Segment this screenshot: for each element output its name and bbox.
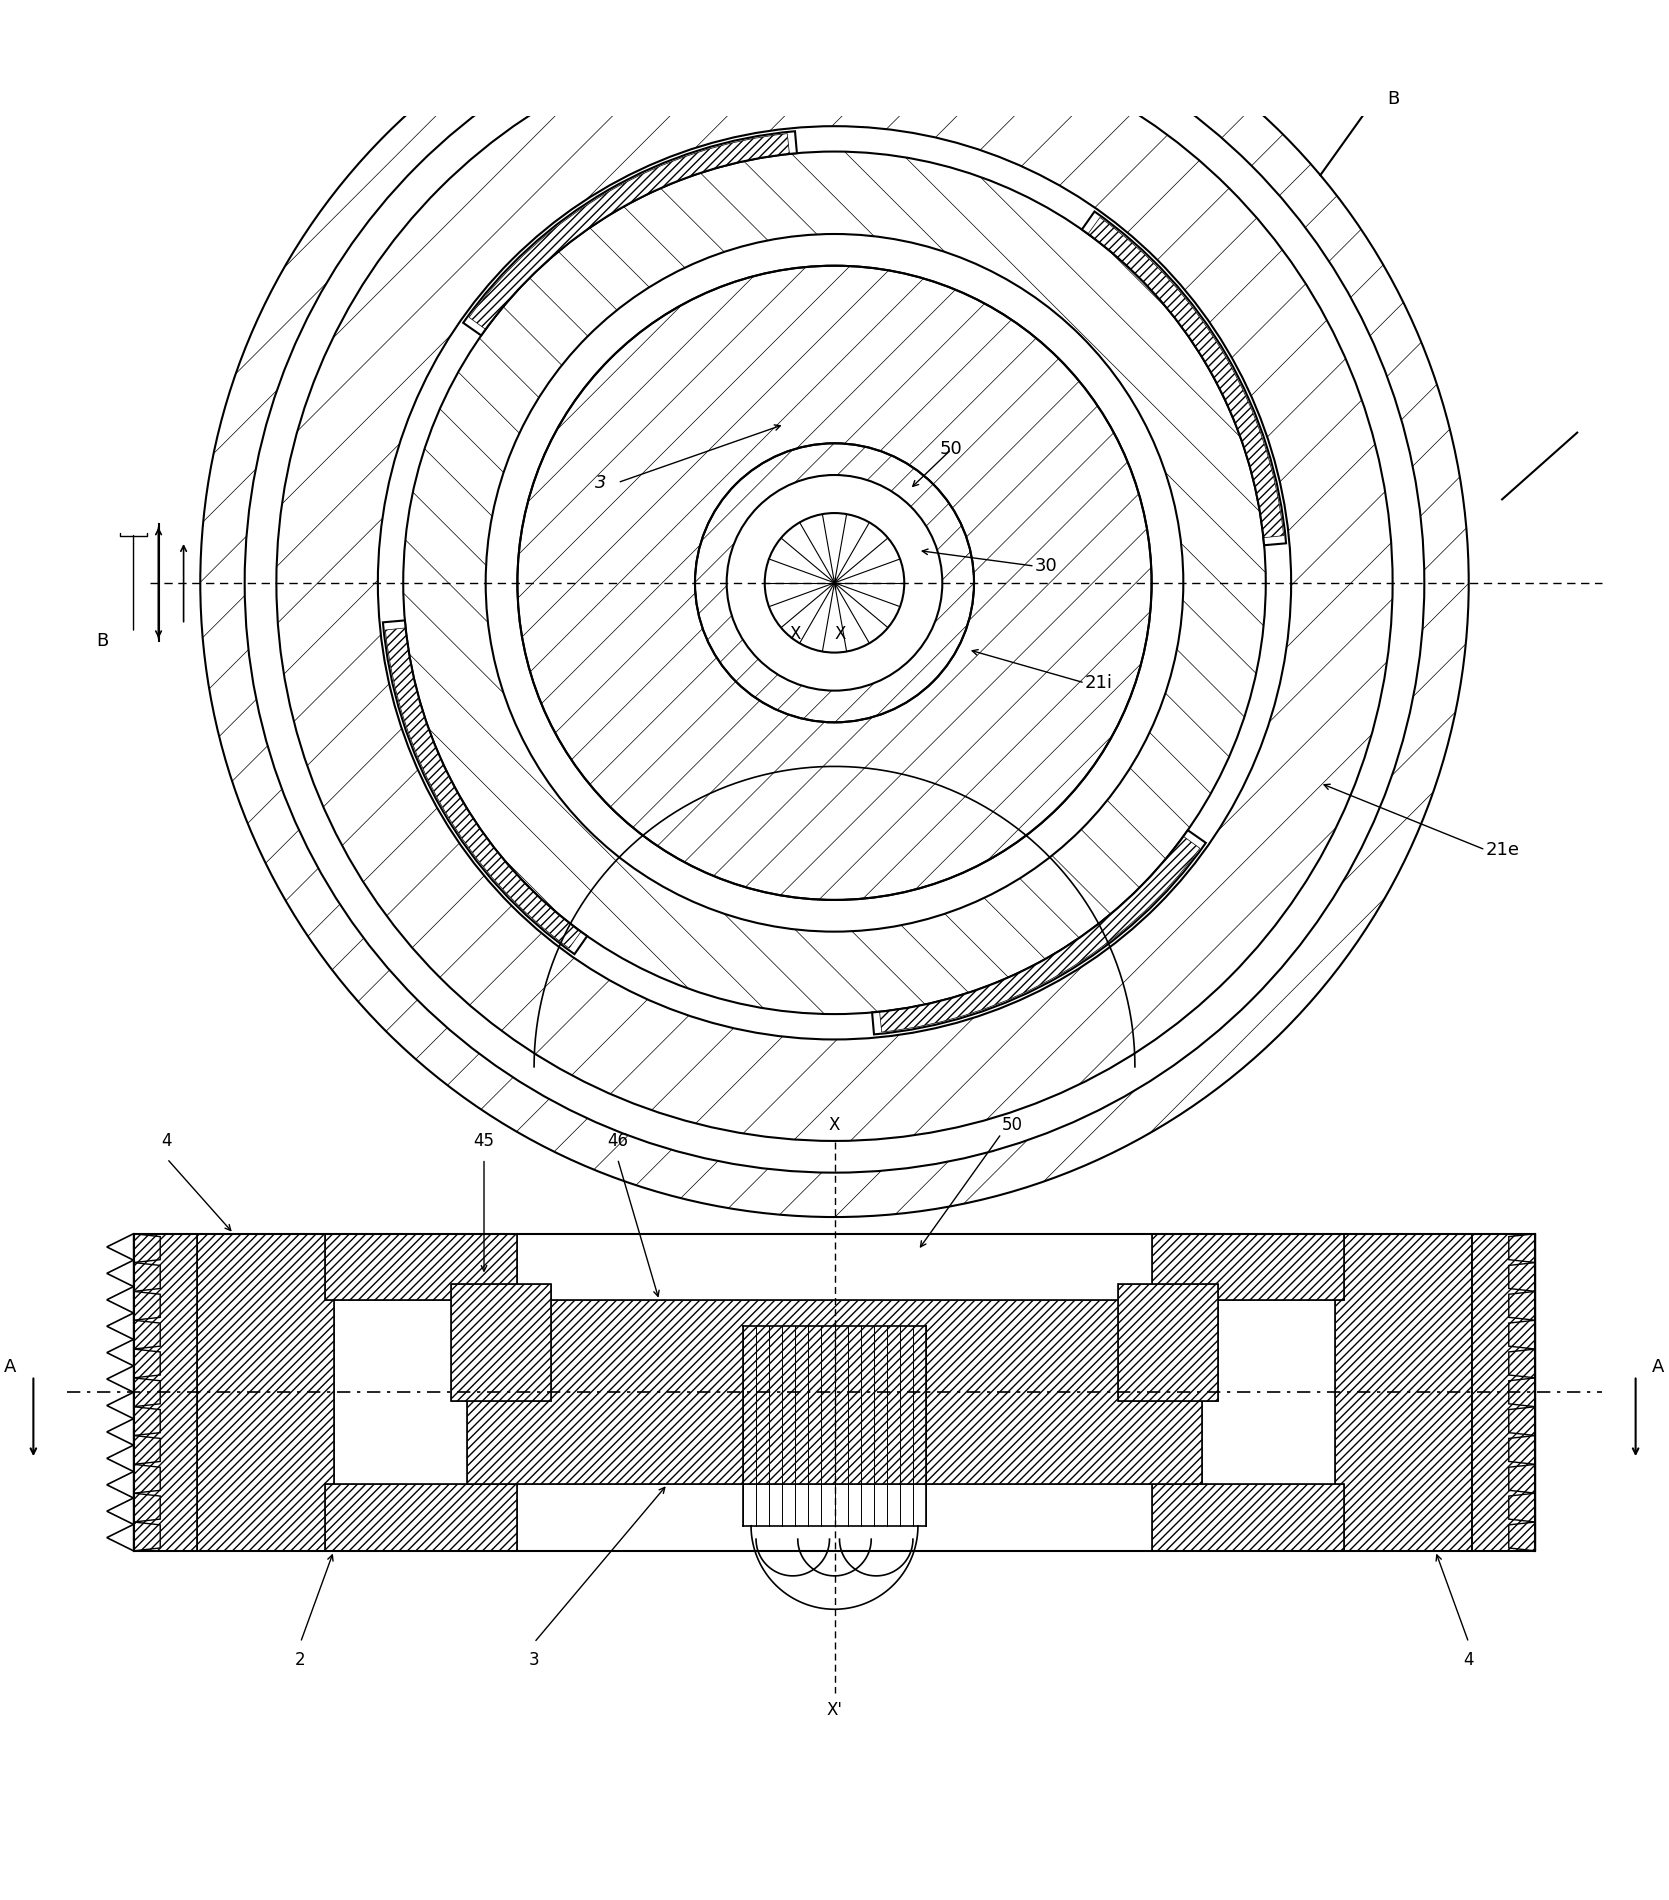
Bar — [467, 1300, 1202, 1484]
Polygon shape — [134, 1522, 160, 1550]
Bar — [197, 1233, 334, 1550]
Bar — [1152, 1233, 1344, 1300]
Text: X: X — [829, 1115, 840, 1134]
Polygon shape — [1509, 1264, 1535, 1292]
Text: 2: 2 — [295, 1651, 305, 1668]
Text: B: B — [1387, 91, 1399, 108]
Polygon shape — [1509, 1522, 1535, 1550]
Polygon shape — [134, 1233, 160, 1264]
Bar — [325, 1233, 517, 1300]
Bar — [1152, 1233, 1344, 1300]
Bar — [134, 1233, 197, 1550]
Text: A: A — [1652, 1358, 1664, 1376]
Text: 21i: 21i — [1085, 674, 1113, 692]
Text: A: A — [5, 1358, 17, 1376]
Wedge shape — [464, 131, 796, 336]
Bar — [1118, 1284, 1218, 1400]
Polygon shape — [1509, 1436, 1535, 1465]
Wedge shape — [1082, 211, 1287, 545]
Text: X: X — [834, 625, 846, 642]
Wedge shape — [873, 830, 1205, 1034]
Text: B: B — [97, 633, 108, 650]
Polygon shape — [1509, 1493, 1535, 1522]
Text: 3: 3 — [529, 1651, 539, 1668]
Polygon shape — [134, 1292, 160, 1320]
Bar — [451, 1284, 551, 1400]
Bar — [1472, 1233, 1535, 1550]
Bar — [197, 1233, 334, 1550]
Text: 4: 4 — [1464, 1651, 1474, 1668]
Bar — [325, 1484, 517, 1550]
Polygon shape — [1509, 1233, 1535, 1264]
Polygon shape — [751, 1526, 918, 1609]
Polygon shape — [1509, 1465, 1535, 1493]
Bar — [325, 1484, 517, 1550]
Polygon shape — [1509, 1349, 1535, 1378]
Wedge shape — [382, 621, 587, 954]
Text: X: X — [789, 625, 801, 642]
Text: 50: 50 — [1001, 1115, 1023, 1134]
Text: 21e: 21e — [1485, 842, 1519, 859]
Text: 45: 45 — [474, 1132, 494, 1149]
Polygon shape — [134, 1436, 160, 1465]
Bar — [1335, 1233, 1472, 1550]
Polygon shape — [134, 1378, 160, 1406]
Polygon shape — [756, 1539, 829, 1575]
Bar — [1472, 1233, 1535, 1550]
Polygon shape — [1509, 1320, 1535, 1349]
Bar — [1152, 1484, 1344, 1550]
Text: X': X' — [826, 1700, 843, 1720]
Bar — [134, 1233, 197, 1550]
Bar — [451, 1284, 551, 1400]
Polygon shape — [1509, 1406, 1535, 1436]
Bar — [467, 1300, 1202, 1484]
Bar — [1118, 1284, 1218, 1400]
Polygon shape — [134, 1465, 160, 1493]
Text: 50: 50 — [940, 441, 963, 458]
Text: 4: 4 — [162, 1132, 172, 1149]
Polygon shape — [134, 1264, 160, 1292]
Polygon shape — [798, 1539, 871, 1575]
Text: 3: 3 — [596, 473, 606, 492]
Circle shape — [486, 234, 1183, 931]
Polygon shape — [134, 1349, 160, 1378]
Polygon shape — [840, 1539, 913, 1575]
Polygon shape — [1509, 1378, 1535, 1406]
Polygon shape — [134, 1406, 160, 1436]
Text: 30: 30 — [1035, 557, 1058, 576]
Polygon shape — [1509, 1292, 1535, 1320]
Polygon shape — [134, 1493, 160, 1522]
Polygon shape — [134, 1320, 160, 1349]
Text: 46: 46 — [608, 1132, 628, 1149]
Bar — [1152, 1484, 1344, 1550]
Bar — [1335, 1233, 1472, 1550]
Bar — [325, 1233, 517, 1300]
